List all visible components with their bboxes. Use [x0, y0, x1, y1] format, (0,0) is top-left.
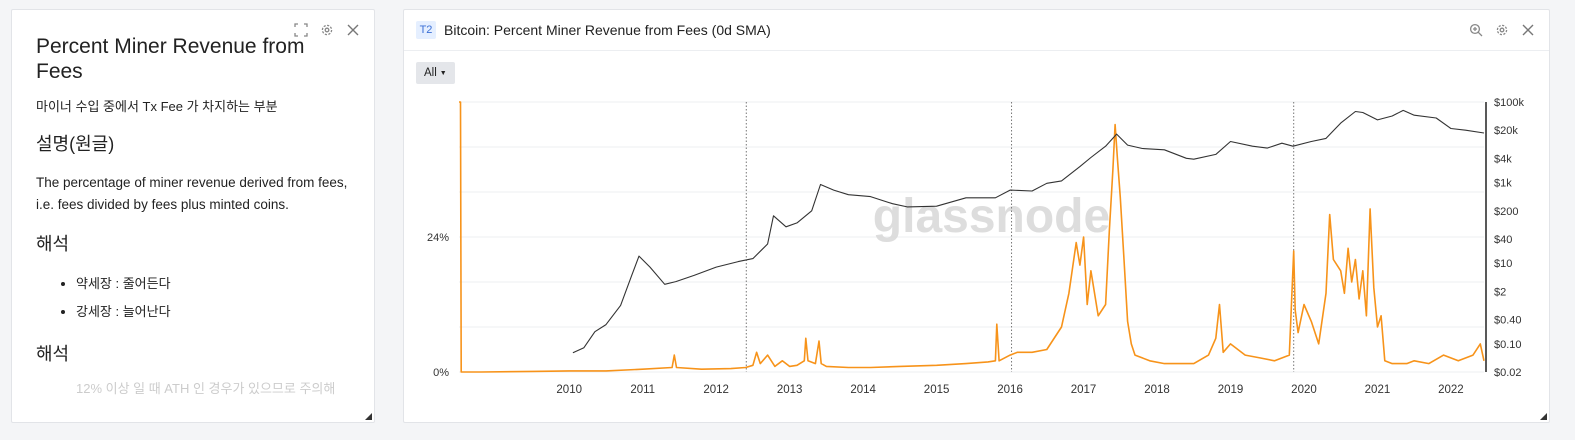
x-tick-label: 2015: [924, 384, 950, 396]
info-content: Percent Miner Revenue from Fees 마이너 수입 중…: [36, 34, 356, 397]
x-tick-label: 2022: [1438, 384, 1464, 396]
description-heading: 설명(원글): [36, 134, 115, 154]
y-left-tick-label: 0%: [433, 367, 449, 379]
y-right-tick-label: $0.10: [1494, 339, 1522, 351]
y-right-tick-label: $200: [1494, 206, 1518, 218]
x-tick-label: 2011: [630, 384, 655, 396]
y-right-tick-label: $2: [1494, 286, 1506, 298]
y-right-tick-label: $20k: [1494, 125, 1518, 137]
interpretation-item: 약세장 : 줄어든다: [76, 270, 356, 298]
range-selector-label: All: [424, 67, 437, 79]
x-tick-label: 2018: [1144, 384, 1170, 396]
chart-header: T2 Bitcoin: Percent Miner Revenue from F…: [404, 10, 1549, 51]
x-tick-label: 2020: [1291, 384, 1317, 396]
interpretation-heading: 해석: [36, 234, 70, 254]
range-selector[interactable]: All ▼: [416, 62, 455, 84]
y-right-tick-label: $4k: [1494, 153, 1512, 165]
chart-title: Bitcoin: Percent Miner Revenue from Fees…: [444, 22, 771, 38]
tier-badge: T2: [416, 21, 436, 39]
gear-icon[interactable]: [320, 23, 334, 37]
x-tick-label: 2014: [850, 384, 876, 396]
x-tick-label: 2021: [1365, 384, 1391, 396]
info-subtitle: 마이너 수입 중에서 Tx Fee 가 차지하는 부분: [36, 99, 278, 114]
interpretation-item: 강세장 : 늘어난다: [76, 298, 356, 326]
interpretation-list: 약세장 : 줄어든다 강세장 : 늘어난다: [36, 270, 356, 326]
faded-text: 12% 이상 일 때 ATH 인 경우가 있으므로 주의해: [76, 381, 336, 396]
description-text: The percentage of miner revenue derived …: [36, 175, 348, 212]
close-icon[interactable]: [1521, 23, 1535, 37]
interpretation-heading-2: 해석: [36, 344, 70, 364]
chart-toolbar: [1469, 23, 1535, 37]
info-title: Percent Miner Revenue from Fees: [36, 35, 305, 83]
x-tick-label: 2016: [997, 384, 1023, 396]
y-right-tick-label: $100k: [1494, 97, 1524, 109]
chart-canvas[interactable]: glassnode 2010 2011 2012 2013 2014 2015 2016 201…: [404, 10, 1551, 424]
x-tick-label: 2010: [556, 384, 582, 396]
expand-icon[interactable]: [294, 23, 308, 37]
x-tick-label: 2013: [777, 384, 803, 396]
y-left-tick-label: 24%: [427, 232, 449, 244]
resize-handle[interactable]: [365, 413, 372, 420]
y-right-tick-label: $10: [1494, 258, 1512, 270]
x-tick-label: 2017: [1071, 384, 1097, 396]
info-panel: Percent Miner Revenue from Fees 마이너 수입 중…: [11, 9, 375, 423]
fee-series-line: [459, 101, 1485, 373]
close-icon[interactable]: [346, 23, 360, 37]
y-right-tick-label: $40: [1494, 234, 1512, 246]
y-right-tick-label: $1k: [1494, 178, 1512, 190]
info-panel-toolbar: [294, 23, 360, 37]
caret-down-icon: ▼: [439, 70, 447, 77]
x-tick-label: 2012: [703, 384, 729, 396]
resize-handle[interactable]: [1540, 413, 1547, 420]
watermark: glassnode: [873, 190, 1110, 243]
price-series-line: [572, 109, 1485, 354]
zoom-icon[interactable]: [1469, 23, 1483, 37]
chart-panel: T2 Bitcoin: Percent Miner Revenue from F…: [403, 9, 1550, 423]
y-right-tick-label: $0.02: [1494, 367, 1522, 379]
x-tick-label: 2019: [1218, 384, 1244, 396]
y-right-tick-label: $0.40: [1494, 315, 1522, 327]
gear-icon[interactable]: [1495, 23, 1509, 37]
